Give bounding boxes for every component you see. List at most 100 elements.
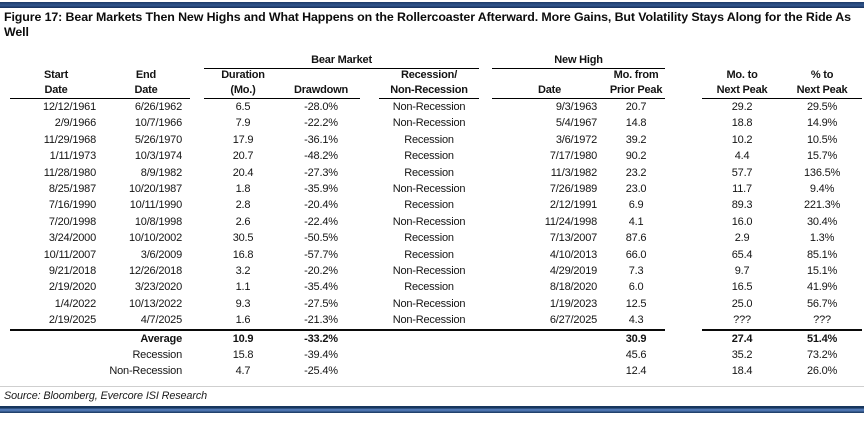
cell-new-high-date: 4/29/2019 [549,265,598,278]
cell-pct-to-next-peak: 1.3% [809,232,835,245]
col-spacer [479,347,492,363]
cell-end-date: 4/7/2025 [102,312,190,331]
cell-mo-to-next-peak: 18.8 [731,117,753,130]
col-spacer [360,296,379,312]
col-spacer [479,115,492,131]
cell-recession: Non-Recession [392,297,466,310]
spacer-cell [360,69,379,83]
cell-start-date: 7/16/1990 [48,199,96,212]
header-start-date: Start [43,68,69,81]
cell-drawdown: -22.2% [304,117,338,130]
summary-label: Average [140,332,182,345]
cell-mo-from-prior-peak: 20.7 [625,101,647,113]
cell-duration: 20.4 [232,166,254,179]
col-spacer [360,214,379,230]
header-duration: (Mo.) [204,82,282,99]
table-row: 9/21/2018 12/26/2018 3.2 -20.2% Non-Recessio… [10,263,862,279]
cell-mo-to-next-peak: 10.2 [731,133,753,146]
col-spacer [479,99,492,116]
cell-drawdown: -22.4% [304,215,338,228]
col-spacer [360,263,379,279]
cell-end-date: 3/23/2020 [134,281,182,294]
cell-duration: 9.3 [235,297,251,310]
cell-end-date: 12/26/2018 [128,265,182,278]
col-spacer [665,347,702,363]
top-accent-rule [0,2,864,8]
col-spacer [190,247,204,263]
cell-duration: 16.8 [232,248,254,261]
cell-start-date: 7/20/1998 [48,215,96,228]
col-spacer [479,363,492,379]
cell-start-date: 9/21/2018 [48,265,96,278]
cell-mo-from-prior-peak: 66.0 [625,248,647,261]
col-spacer [479,263,492,279]
col-spacer [479,279,492,295]
col-spacer [479,132,492,148]
col-spacer [190,230,204,246]
cell-drawdown: -21.3% [282,312,360,331]
col-spacer [360,181,379,197]
cell-pct-to-next-peak: 29.5% [806,101,838,113]
header-start-date: Date [10,82,102,99]
cell-mo-to-next-peak: 18.4 [731,365,753,378]
cell-duration: 15.8 [232,348,254,361]
col-spacer [360,330,379,347]
header-new-high-date [492,69,607,83]
cell-new-high-date: 9/3/1963 [555,101,598,113]
cell-start-date: 2/19/2025 [10,312,102,331]
header-mo-from-prior-peak: Mo. from [613,69,659,81]
cell-pct-to-next-peak: 30.4% [806,215,838,228]
cell-drawdown: -25.4% [304,365,338,378]
cell-end-date: 10/7/1966 [134,117,182,130]
cell-pct-to-next-peak: 73.2% [806,348,838,361]
cell-duration: 1.1 [235,281,251,294]
cell-mo-to-next-peak: 89.3 [731,199,753,212]
bottom-accent-rule [0,406,864,413]
cell-mo-to-next-peak: 35.2 [731,348,753,361]
cell-drawdown: -20.2% [304,265,338,278]
cell-recession [379,330,479,347]
cell-mo-to-next-peak: 9.7 [734,265,750,278]
cell-mo-to-next-peak: 11.7 [732,183,752,196]
table-row: 1/11/1973 10/3/1974 20.7 -48.2% Recession 7/1… [10,148,862,164]
cell-mo-to-next-peak: 16.5 [731,281,753,294]
spacer-cell [665,69,702,83]
cell-mo-to-next-peak: ??? [702,312,783,331]
summary-row: Non-Recession 4.7 -25.4% 12.4 18.4 26.0% [10,363,862,379]
col-spacer [479,148,492,164]
cell-pct-to-next-peak: 9.4% [809,183,835,196]
table-row: 8/25/1987 10/20/1987 1.8 -35.9% Non-Recessio… [10,181,862,197]
header-recession: Recession/ [400,69,458,81]
header-mo-from-prior-peak: Prior Peak [607,82,666,99]
cell-mo-to-next-peak: 25.0 [731,297,753,310]
cell-drawdown: -57.7% [304,248,338,261]
header-duration: Duration [221,69,265,81]
table-row: 7/20/1998 10/8/1998 2.6 -22.4% Non-Recession… [10,214,862,230]
footer-rule [0,386,864,387]
header-mo-to-next-peak: Next Peak [702,82,783,99]
col-spacer [665,99,702,116]
cell-new-high-date: 7/26/1989 [549,183,598,196]
spacer-cell [665,53,702,69]
spacer-cell [190,82,204,99]
col-spacer [190,347,204,363]
col-spacer [360,312,379,331]
header-drawdown: Drawdown [282,82,360,99]
cell-duration: 20.7 [232,150,254,163]
cell-drawdown: -20.4% [304,199,338,212]
cell-pct-to-next-peak: 221.3% [803,199,841,212]
table-row: 11/28/1980 8/9/1982 20.4 -27.3% Recession 11/… [10,165,862,181]
col-spacer [665,363,702,379]
cell-pct-to-next-peak: 14.9% [806,117,838,130]
spacer-cell [479,69,492,83]
col-spacer [479,165,492,181]
bear-market-table-container: Bear Market New High Start End Duration … [10,53,863,379]
col-spacer [665,330,702,347]
cell-recession: Non-Recession [392,265,466,278]
cell-duration: 3.2 [235,265,251,278]
col-spacer [190,363,204,379]
col-spacer [479,197,492,213]
source-note: Source: Bloomberg, Evercore ISI Research [4,390,208,402]
spacer-cell [479,82,492,99]
cell-start-date: 12/12/1961 [42,101,96,113]
